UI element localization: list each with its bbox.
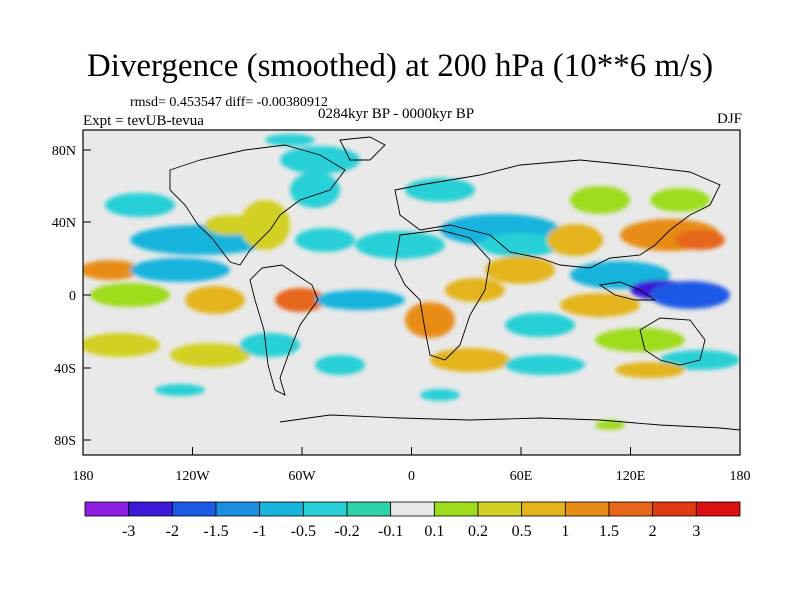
indonesia-outline <box>598 281 657 301</box>
colorbar-label: 1 <box>561 523 569 540</box>
colorbar-swatch <box>128 501 173 517</box>
colorbar-label: 0.1 <box>424 523 444 540</box>
colorbar-label: 0.2 <box>468 523 488 540</box>
south-america-outline <box>249 264 319 396</box>
longitude-axis: 180 120W 60W 0 60E 120E 180 <box>73 447 751 484</box>
colorbar-swatch <box>695 501 741 517</box>
colorbar-label: 3 <box>692 523 700 540</box>
colorbar-label: -3 <box>122 523 135 540</box>
lon-label-180w: 180 <box>73 469 94 484</box>
colorbar-label: -1 <box>253 523 266 540</box>
lon-label-180e: 180 <box>730 469 751 484</box>
colorbar-label: -1.5 <box>203 523 228 540</box>
continent-outlines <box>169 136 740 431</box>
lat-label-80n: 80N <box>52 144 76 159</box>
greenland-outline <box>339 136 386 161</box>
colorbar-swatch <box>521 501 566 517</box>
stats-text: rmsd= 0.453547 diff= -0.00380912 <box>130 95 328 110</box>
colorbar-label: -0.1 <box>378 523 403 540</box>
lat-label-40s: 40S <box>54 362 76 377</box>
season-label: DJF <box>716 111 742 127</box>
lon-label-0: 0 <box>408 469 415 484</box>
period-label: 0284kyr BP - 0000kyr BP <box>318 106 475 122</box>
map-title: Divergence (smoothed) at 200 hPa (10**6 … <box>86 48 714 84</box>
eurasia-outline <box>394 159 721 269</box>
colorbar-swatch <box>652 501 697 517</box>
colorbar-swatch <box>215 501 261 517</box>
colorbar-swatch <box>477 501 523 517</box>
lon-label-120e: 120E <box>616 469 646 484</box>
colorbar-swatch <box>346 501 392 517</box>
colorbar-swatch <box>433 501 479 517</box>
colorbar-label: 2 <box>649 523 657 540</box>
colorbar: -3 -2 -1.5 -1 -0.5 -0.2 -0.1 0.1 0.2 0.5 1 1.5 2 3 <box>84 501 741 540</box>
lon-label-60e: 60E <box>510 469 533 484</box>
colorbar-label: -2 <box>166 523 179 540</box>
africa-outline <box>394 229 491 361</box>
divergence-field <box>83 134 740 430</box>
colorbar-swatch <box>171 501 217 517</box>
colorbar-label: -0.5 <box>291 523 316 540</box>
colorbar-swatch <box>84 501 130 517</box>
colorbar-label: 0.5 <box>512 523 532 540</box>
colorbar-swatch <box>259 501 304 517</box>
australia-outline <box>639 317 706 366</box>
lat-label-40n: 40N <box>52 216 76 231</box>
colorbar-label: -0.2 <box>334 523 359 540</box>
colorbar-swatch <box>390 501 435 517</box>
lat-label-80s: 80S <box>54 434 76 449</box>
lat-label-eq: 0 <box>69 289 76 304</box>
antarctica-outline <box>279 414 740 431</box>
colorbar-swatch <box>564 501 610 517</box>
latitude-axis: 80N 40N 0 40S 80S <box>52 144 91 449</box>
colorbar-swatch <box>302 501 348 517</box>
colorbar-swatch <box>608 501 654 517</box>
north-america-outline <box>169 144 346 266</box>
experiment-label: Expt = tevUB-tevua <box>83 113 204 129</box>
colorbar-label: 1.5 <box>599 523 619 540</box>
lon-label-60w: 60W <box>288 469 316 484</box>
lon-label-120w: 120W <box>175 469 210 484</box>
